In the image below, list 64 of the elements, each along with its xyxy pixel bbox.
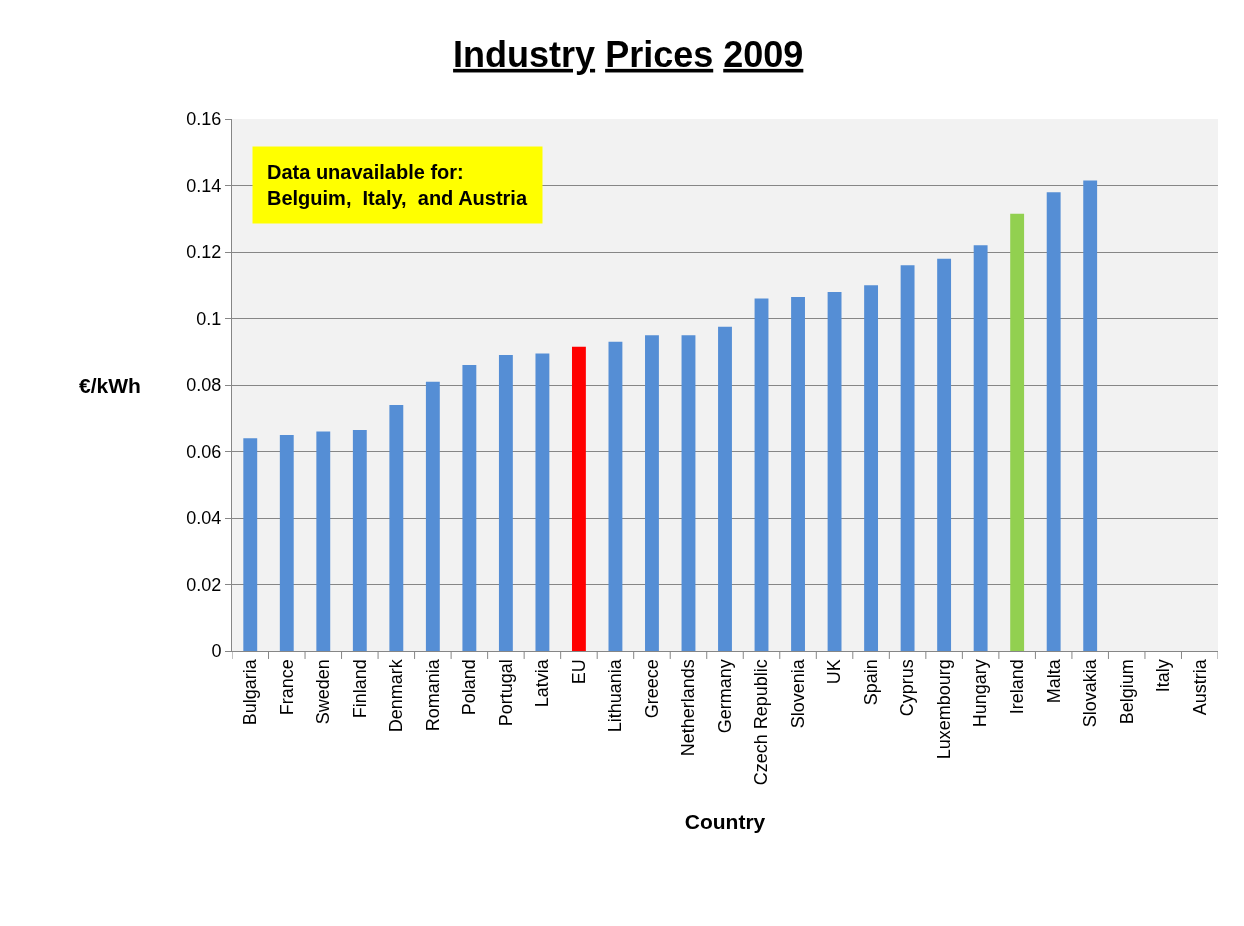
- bar: [243, 438, 258, 651]
- y-tick-label: 0.16: [186, 109, 222, 130]
- bar: [681, 335, 696, 651]
- x-tick-label: Belgium: [1116, 659, 1137, 725]
- x-tick-label: UK: [824, 659, 845, 685]
- bar: [389, 404, 404, 651]
- bar: [462, 365, 477, 651]
- x-tick-label: Denmark: [386, 658, 407, 733]
- bar: [498, 355, 513, 651]
- x-tick-label: Slovenia: [787, 658, 808, 729]
- bar: [1046, 192, 1061, 651]
- x-tick-label: Slovakia: [1080, 658, 1101, 728]
- y-tick-label: 0.04: [186, 508, 222, 529]
- bar: [352, 429, 367, 651]
- bar: [1083, 180, 1098, 651]
- x-tick-label: France: [276, 659, 297, 716]
- bar: [316, 431, 331, 651]
- bar: [608, 341, 623, 651]
- x-tick-label: Czech Republic: [751, 659, 772, 786]
- x-tick-label: Bulgaria: [240, 658, 261, 726]
- x-tick-label: Cyprus: [897, 659, 918, 717]
- x-tick-label: Latvia: [532, 658, 553, 708]
- bar: [973, 245, 988, 651]
- x-tick-label: Sweden: [313, 659, 334, 725]
- y-tick-label: 0.14: [186, 175, 222, 196]
- y-tick-label: 0: [211, 641, 222, 662]
- x-tick-label: Poland: [459, 659, 480, 716]
- x-tick-label: Finland: [349, 659, 370, 719]
- bar: [718, 326, 732, 651]
- x-tick-label: Greece: [641, 659, 662, 719]
- y-tick-label: 0.08: [186, 375, 222, 396]
- bar: [279, 434, 294, 651]
- y-tick-label: 0.02: [186, 574, 222, 595]
- x-tick-label: Hungary: [970, 659, 991, 728]
- x-tick-label: EU: [568, 659, 589, 685]
- x-tick-label: Luxembourg: [933, 659, 954, 760]
- bar: [864, 285, 879, 651]
- x-tick-label: Germany: [714, 659, 735, 734]
- y-tick-label: 0.12: [186, 242, 222, 263]
- x-tick-label: Malta: [1043, 658, 1064, 704]
- x-axis-title: Country: [684, 810, 766, 834]
- x-tick-label: Lithuania: [605, 658, 626, 733]
- x-tick-label: Austria: [1189, 658, 1210, 716]
- bar: [535, 353, 550, 651]
- bar: [1010, 213, 1025, 651]
- bar: [645, 335, 659, 651]
- x-tick-label: Italy: [1153, 659, 1174, 693]
- bar: [791, 296, 805, 651]
- y-tick-label: 0.06: [186, 441, 222, 462]
- bar: [571, 346, 586, 651]
- bar: [425, 381, 440, 651]
- chart-title: Industry Prices 2009: [453, 33, 804, 75]
- bar: [754, 298, 769, 651]
- x-tick-label: Portugal: [495, 659, 516, 727]
- x-tick-label: Romania: [422, 658, 443, 732]
- y-tick-label: 0.1: [196, 308, 222, 329]
- bar: [937, 258, 952, 651]
- y-axis-title: €/kWh: [79, 374, 141, 397]
- x-tick-label: Ireland: [1007, 659, 1027, 715]
- x-tick-label: Netherlands: [678, 659, 699, 757]
- bar: [900, 265, 915, 651]
- x-tick-label: Spain: [860, 659, 881, 706]
- annotation: Data unavailable for: Belguim, Italy, and Austria: [267, 161, 528, 209]
- bar: [827, 291, 842, 651]
